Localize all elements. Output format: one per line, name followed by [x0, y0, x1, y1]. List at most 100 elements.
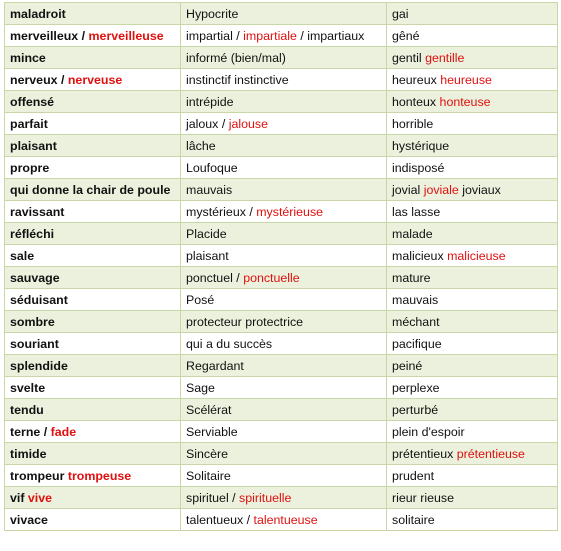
table-row: vif vive spirituel / spirituelle rieur rie…: [4, 486, 558, 509]
table-cell-col3: perplexe: [386, 376, 558, 399]
table-cell-col2: Sincère: [180, 442, 387, 465]
table-cell-col2: talentueux / talentueuse: [180, 508, 387, 531]
cell-text: plaisant: [186, 249, 229, 263]
feminine-form-text: jalouse: [228, 117, 268, 131]
cell-text: gai: [392, 7, 409, 21]
cell-text: maladroit: [10, 7, 66, 21]
cell-text: talentueux /: [186, 513, 254, 527]
table-cell-col3: las lasse: [386, 200, 558, 223]
table-cell-col2: instinctif instinctive: [180, 68, 387, 91]
cell-text: spirituel /: [186, 491, 240, 505]
table-cell-col3: solitaire: [386, 508, 558, 531]
table-row: offensé intrépide honteux honteuse: [4, 90, 558, 113]
table-row: vivace talentueux / talentueuse solitaire: [4, 508, 558, 531]
cell-text: malicieux: [392, 249, 448, 263]
table-cell-col2: spirituel / spirituelle: [180, 486, 387, 509]
table-cell-col1: vivace: [4, 508, 181, 531]
table-cell-col3: peiné: [386, 354, 558, 377]
cell-text: nerveux /: [10, 73, 68, 87]
table-cell-col1: plaisant: [4, 134, 181, 157]
table-cell-col1: vif vive: [4, 486, 181, 509]
table-row: splendide Regardant peiné: [4, 354, 558, 377]
feminine-form-text: trompeuse: [67, 469, 132, 483]
cell-text: mature: [392, 271, 431, 285]
table-cell-col1: séduisant: [4, 288, 181, 311]
cell-text: ravissant: [10, 205, 65, 219]
cell-text: qui a du succès: [186, 337, 273, 351]
table-cell-col1: timide: [4, 442, 181, 465]
cell-text: sauvage: [10, 271, 60, 285]
cell-text: méchant: [392, 315, 440, 329]
cell-text: instinctif instinctive: [186, 73, 289, 87]
adjectives-table: maladroit Hypocrite gai merveilleux / merve…: [4, 2, 558, 531]
cell-text: jovial: [392, 183, 424, 197]
table-cell-col2: protecteur protectrice: [180, 310, 387, 333]
cell-text: ponctuel /: [186, 271, 244, 285]
table-row: souriant qui a du succès pacifique: [4, 332, 558, 355]
cell-text: Scélérat: [186, 403, 232, 417]
table-cell-col2: jaloux / jalouse: [180, 112, 387, 135]
cell-text: Solitaire: [186, 469, 231, 483]
table-row: séduisant Posé mauvais: [4, 288, 558, 311]
table-cell-col3: malade: [386, 222, 558, 245]
feminine-form-text: impartiale: [243, 29, 297, 43]
table-cell-col1: réfléchi: [4, 222, 181, 245]
table-cell-col2: mystérieux / mystérieuse: [180, 200, 387, 223]
table-cell-col3: prudent: [386, 464, 558, 487]
cell-text: terne /: [10, 425, 51, 439]
cell-text: réfléchi: [10, 227, 55, 241]
table-cell-col2: informé (bien/mal): [180, 46, 387, 69]
table-cell-col3: pacifique: [386, 332, 558, 355]
cell-text: svelte: [10, 381, 46, 395]
cell-text: lâche: [186, 139, 216, 153]
table-cell-col1: maladroit: [4, 2, 181, 25]
table-cell-col3: gêné: [386, 24, 558, 47]
feminine-form-text: nerveuse: [67, 73, 123, 87]
cell-text: mystérieux /: [186, 205, 257, 219]
cell-text: qui donne la chair de poule: [10, 183, 171, 197]
table-row: ravissant mystérieux / mystérieuse las las…: [4, 200, 558, 223]
table-row: qui donne la chair de poule mauvais jovial…: [4, 178, 558, 201]
table-cell-col1: offensé: [4, 90, 181, 113]
table-cell-col2: Regardant: [180, 354, 387, 377]
table-row: parfait jaloux / jalouse horrible: [4, 112, 558, 135]
table-row: plaisant lâche hystérique: [4, 134, 558, 157]
table-cell-col2: Hypocrite: [180, 2, 387, 25]
table-row: trompeur trompeuse Solitaire prudent: [4, 464, 558, 487]
table-cell-col1: qui donne la chair de poule: [4, 178, 181, 201]
table-cell-col2: Placide: [180, 222, 387, 245]
cell-text: mauvais: [392, 293, 439, 307]
cell-text: intrépide: [186, 95, 234, 109]
table-cell-col2: intrépide: [180, 90, 387, 113]
table-cell-col1: mince: [4, 46, 181, 69]
table-cell-col1: ravissant: [4, 200, 181, 223]
table-cell-col2: plaisant: [180, 244, 387, 267]
cell-text: offensé: [10, 95, 55, 109]
table-cell-col1: sombre: [4, 310, 181, 333]
feminine-form-text: vive: [27, 491, 53, 505]
table-row: maladroit Hypocrite gai: [4, 2, 558, 25]
cell-text: hystérique: [392, 139, 450, 153]
table-cell-col2: Posé: [180, 288, 387, 311]
cell-text: vivace: [10, 513, 48, 527]
cell-text: plein d'espoir: [392, 425, 465, 439]
table-row: nerveux / nerveuse instinctif instinctive…: [4, 68, 558, 91]
table-cell-col3: hystérique: [386, 134, 558, 157]
table-cell-col1: souriant: [4, 332, 181, 355]
feminine-form-text: mystérieuse: [256, 205, 324, 219]
table-row: tendu Scélérat perturbé: [4, 398, 558, 421]
cell-text: perturbé: [392, 403, 439, 417]
table-cell-col1: trompeur trompeuse: [4, 464, 181, 487]
cell-text: sombre: [10, 315, 55, 329]
table-cell-col3: gai: [386, 2, 558, 25]
cell-text: séduisant: [10, 293, 68, 307]
table-cell-col1: merveilleux / merveilleuse: [4, 24, 181, 47]
feminine-form-text: spirituelle: [239, 491, 292, 505]
table-cell-col2: mauvais: [180, 178, 387, 201]
cell-text: perplexe: [392, 381, 440, 395]
table-cell-col1: terne / fade: [4, 420, 181, 443]
table-cell-col1: propre: [4, 156, 181, 179]
cell-text: rieur rieuse: [392, 491, 454, 505]
cell-text: indisposé: [392, 161, 445, 175]
cell-text: tendu: [10, 403, 44, 417]
